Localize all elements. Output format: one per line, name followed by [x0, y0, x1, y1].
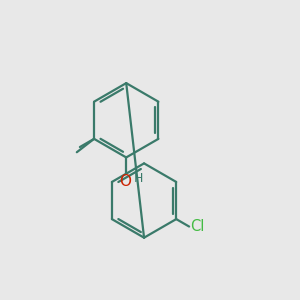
Text: O: O — [119, 174, 131, 189]
Text: H: H — [134, 172, 143, 185]
Text: Cl: Cl — [190, 219, 205, 234]
